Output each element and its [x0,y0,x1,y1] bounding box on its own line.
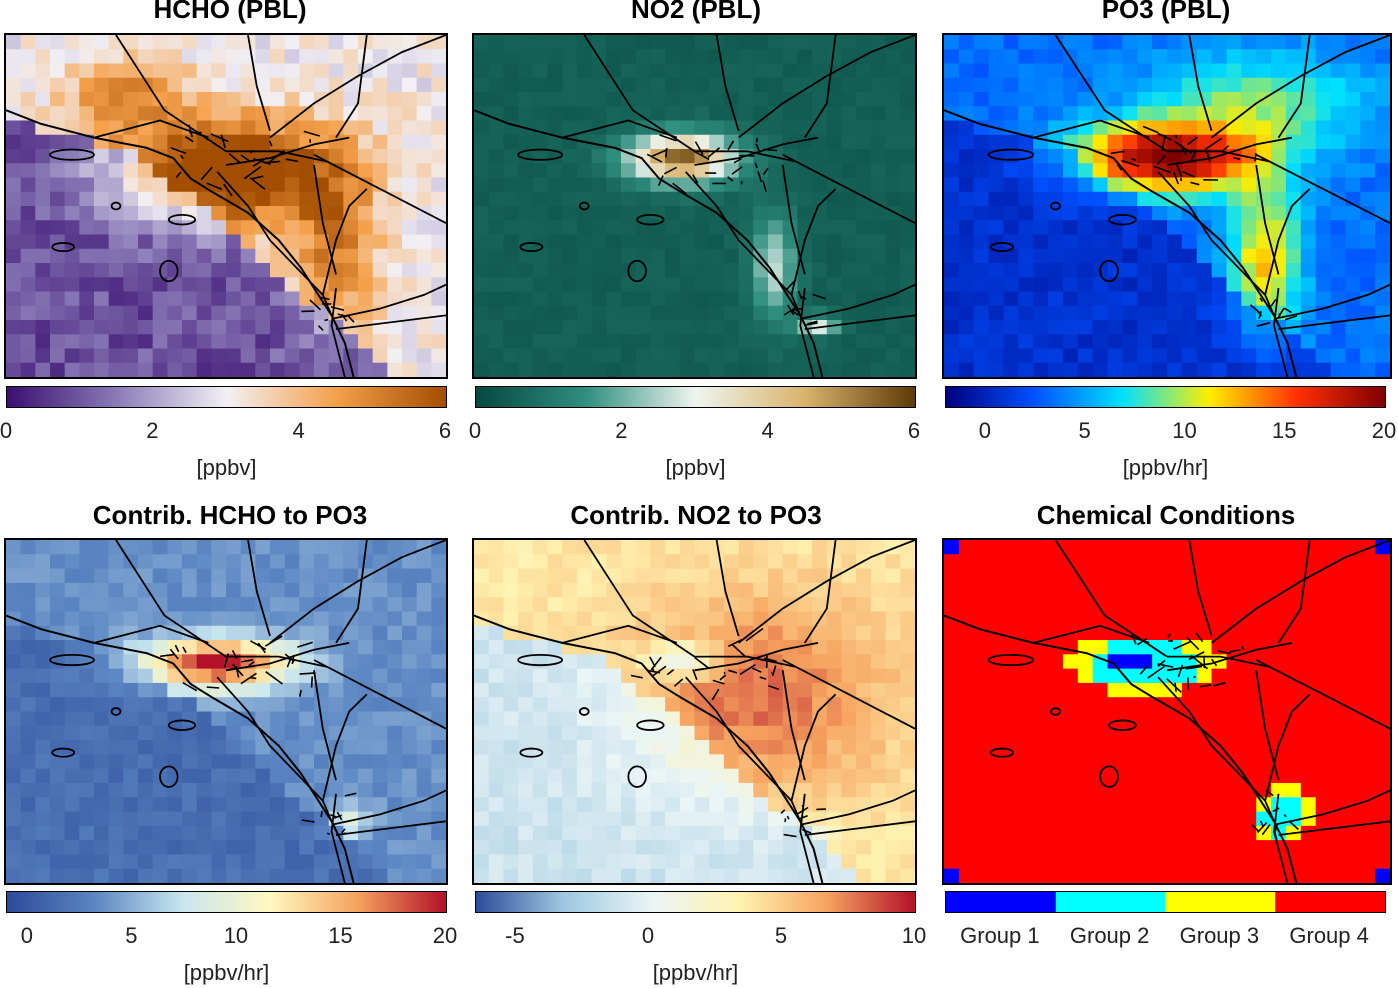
map-grid [944,540,1390,883]
panel-contrib-no2: Contrib. NO2 to PO3 [470,500,922,988]
panel-hcho: HCHO (PBL) [0,0,460,494]
colorbar-tick-label: 20 [432,923,458,948]
panel-title: Chemical Conditions [1036,500,1296,530]
unit-label-contrib-hcho: [ppbv/hr] [183,960,270,985]
map-hcho [4,33,448,379]
unit-label-contrib-no2: [ppbv/hr] [652,960,739,985]
colorbar-tick-label: 20 [1371,418,1397,443]
colorbar-tick-label: 4 [292,418,305,443]
colorbar-contrib-hcho [6,891,447,913]
panel-title: NO2 (PBL) [631,0,761,24]
colorbar-tick-label: 10 [223,923,249,948]
colorbar-tick-label: 0 [641,923,655,948]
colorbar-tick-label: 4 [761,418,774,443]
map-grid [6,540,446,883]
panel-title: HCHO (PBL) [153,0,307,24]
colorbar-tick-label: 6 [438,418,452,443]
group-label: Group 1 [960,923,1040,948]
colorbar-tick-label: 0 [978,418,992,443]
colorbar-tick-label: -5 [505,923,525,948]
colorbar-tick-label: 2 [615,418,628,443]
map-no2 [472,33,917,379]
map-grid [6,35,446,377]
panel-chemical-conditions: Chemical Conditions [940,500,1392,988]
map-grid [474,35,915,377]
unit-label-no2: [ppbv] [665,455,726,480]
colorbar-tick-label: 10 [901,923,927,948]
colorbar-po3 [945,386,1386,408]
map-grid [944,35,1390,377]
group-label: Group 3 [1179,923,1260,948]
panel-title: Contrib. HCHO to PO3 [92,500,368,530]
unit-label-po3: [ppbv/hr] [1122,455,1209,480]
group-label: Group 4 [1289,923,1369,948]
map-grid [474,540,915,883]
colorbar-hcho [6,386,447,408]
map-po3 [942,33,1392,379]
colorbar-contrib-no2 [475,891,916,913]
colorbar-tick-label: 0 [0,418,13,443]
panel-contrib-hcho: Contrib. HCHO to PO3 [0,500,460,988]
colorbar-tick-label: 5 [774,923,788,948]
colorbar-tick-label: 15 [1271,418,1297,443]
colorbar-tick-label: 6 [907,418,921,443]
colorbar-tick-label: 15 [328,923,353,948]
colorbar-tick-label: 2 [146,418,159,443]
map-contrib-hcho [4,538,448,885]
colorbar-tick-label: 10 [1172,418,1197,443]
colorbar-tick-label: 5 [1078,418,1091,443]
colorbar-tick-label: 0 [20,923,34,948]
colorbar-tick-label: 5 [125,923,138,948]
panel-po3: PO3 (PBL) [940,0,1392,494]
unit-label-hcho: [ppbv] [196,455,257,480]
panel-title: PO3 (PBL) [1101,0,1231,24]
colorbar-groups [945,891,1386,913]
colorbar-no2 [475,386,916,408]
panel-no2: NO2 (PBL) [470,0,922,494]
group-label: Group 2 [1069,923,1150,948]
colorbar-tick-label: 0 [468,418,482,443]
panel-title: Contrib. NO2 to PO3 [570,500,822,530]
map-chemical-conditions [942,538,1392,885]
map-contrib-no2 [472,538,917,885]
